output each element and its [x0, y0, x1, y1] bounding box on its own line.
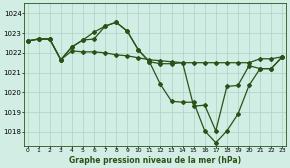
X-axis label: Graphe pression niveau de la mer (hPa): Graphe pression niveau de la mer (hPa): [69, 156, 241, 164]
